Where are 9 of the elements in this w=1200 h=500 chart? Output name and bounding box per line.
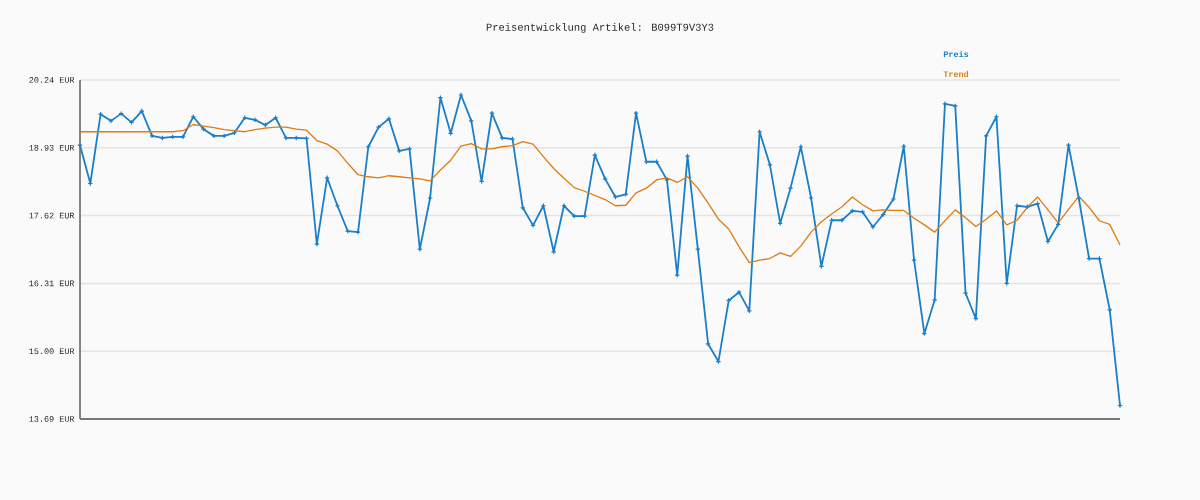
text: Preis [943,50,969,58]
y-tick-label: 20.24 EUR [29,77,75,83]
y-tick-label: 13.69 EUR [29,416,75,422]
text: Trend [943,70,969,78]
y-tick-label: 15.00 EUR [29,348,75,355]
y-tick-label: 16.31 EUR [29,280,75,287]
y-tick-label: 18.93 EUR [29,144,75,151]
chart-title: Preisentwicklung Artikel: B099T9V3Y3 [486,23,714,33]
y-tick-label: 17.62 EUR [29,212,75,219]
